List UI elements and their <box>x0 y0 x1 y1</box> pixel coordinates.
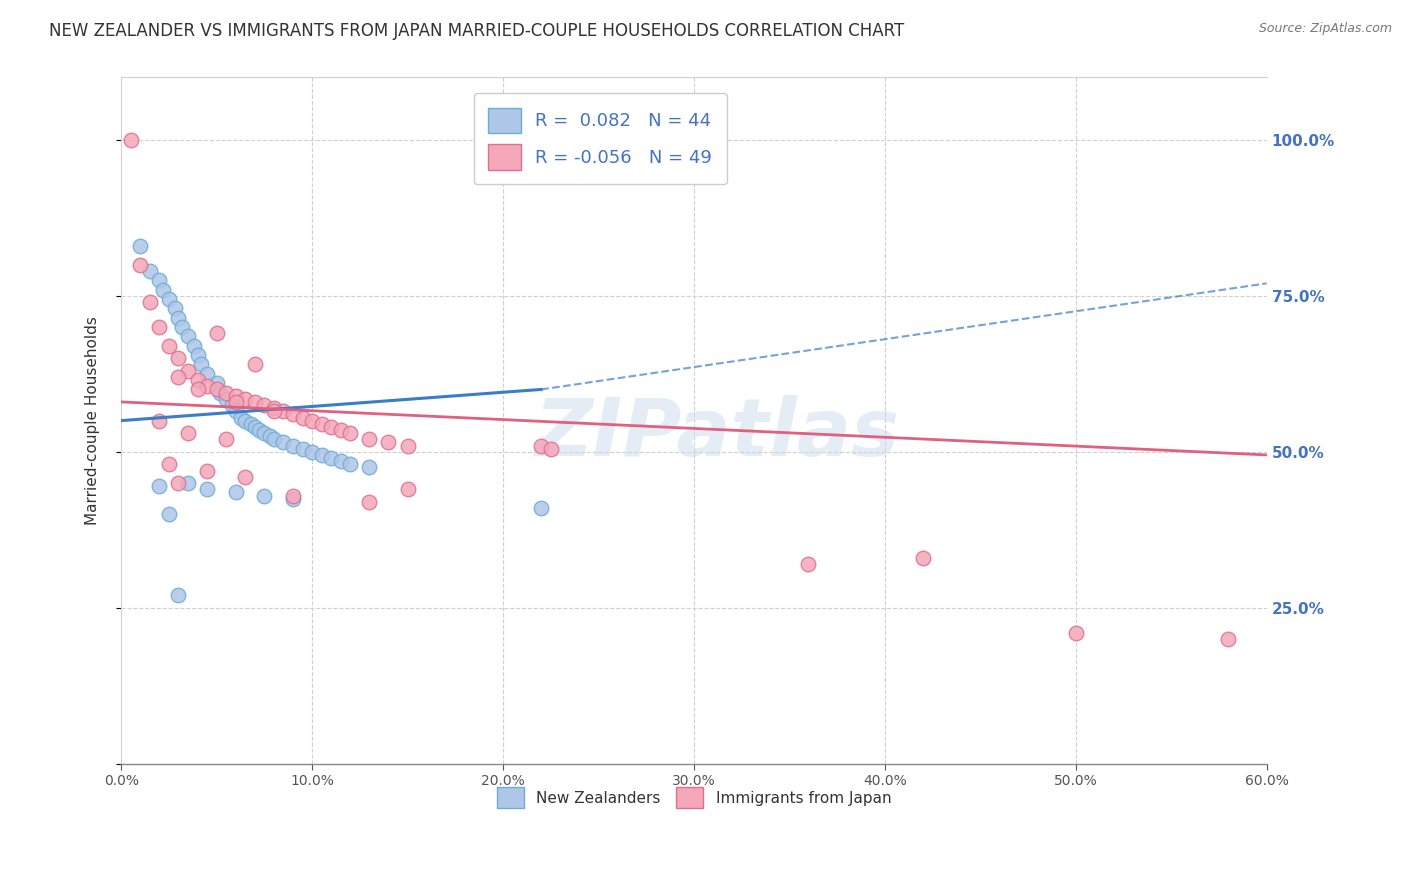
Point <box>273 404 295 418</box>
Point <box>321 451 343 466</box>
Point <box>259 429 281 443</box>
Legend: New Zealanders, Immigrants from Japan: New Zealanders, Immigrants from Japan <box>491 780 897 814</box>
Point <box>215 392 238 406</box>
Point <box>291 442 314 456</box>
Point <box>186 348 208 362</box>
Point <box>233 414 256 428</box>
Point <box>177 476 200 491</box>
Point <box>329 454 352 468</box>
Point <box>167 476 190 491</box>
Text: ZIPatlas: ZIPatlas <box>534 395 900 474</box>
Point <box>205 376 228 391</box>
Point <box>359 460 381 475</box>
Point <box>291 410 314 425</box>
Point <box>186 373 208 387</box>
Point <box>233 392 256 406</box>
Point <box>359 494 381 508</box>
Point <box>339 458 361 472</box>
Point <box>190 358 212 372</box>
Point <box>148 273 170 287</box>
Point <box>329 423 352 437</box>
Point <box>152 283 174 297</box>
Point <box>281 491 304 506</box>
Point <box>321 420 343 434</box>
Point <box>243 395 266 409</box>
Point <box>396 439 419 453</box>
Point <box>540 442 562 456</box>
Point <box>253 398 276 412</box>
Point <box>311 417 333 431</box>
Point <box>233 470 256 484</box>
Point <box>157 458 180 472</box>
Text: NEW ZEALANDER VS IMMIGRANTS FROM JAPAN MARRIED-COUPLE HOUSEHOLDS CORRELATION CHA: NEW ZEALANDER VS IMMIGRANTS FROM JAPAN M… <box>49 22 904 40</box>
Point <box>225 485 247 500</box>
Point <box>263 404 285 418</box>
Point <box>281 439 304 453</box>
Point <box>239 417 262 431</box>
Point <box>281 408 304 422</box>
Point <box>195 464 218 478</box>
Point <box>167 310 190 325</box>
Point <box>215 385 238 400</box>
Point <box>253 426 276 441</box>
Point <box>1064 625 1087 640</box>
Point <box>225 404 247 418</box>
Point <box>183 339 205 353</box>
Point <box>195 379 218 393</box>
Point <box>530 439 553 453</box>
Point <box>177 364 200 378</box>
Point <box>1218 632 1240 646</box>
Point <box>396 483 419 497</box>
Point <box>209 385 232 400</box>
Y-axis label: Married-couple Households: Married-couple Households <box>86 316 100 525</box>
Point <box>530 500 553 515</box>
Point <box>301 414 323 428</box>
Point <box>359 433 381 447</box>
Point <box>120 133 142 147</box>
Point <box>157 292 180 306</box>
Point <box>195 483 218 497</box>
Point <box>148 414 170 428</box>
Point <box>148 320 170 334</box>
Point <box>273 435 295 450</box>
Point <box>281 489 304 503</box>
Point <box>157 507 180 521</box>
Point <box>243 358 266 372</box>
Point <box>253 489 276 503</box>
Point <box>221 398 243 412</box>
Point <box>205 383 228 397</box>
Point <box>311 448 333 462</box>
Point <box>186 383 208 397</box>
Point <box>225 389 247 403</box>
Point <box>163 301 186 316</box>
Point <box>195 367 218 381</box>
Point <box>301 445 323 459</box>
Point <box>129 258 152 272</box>
Point <box>167 588 190 602</box>
Point <box>139 264 162 278</box>
Point <box>247 423 270 437</box>
Point <box>172 320 194 334</box>
Point <box>177 329 200 343</box>
Point <box>167 370 190 384</box>
Point <box>148 479 170 493</box>
Point <box>243 420 266 434</box>
Point <box>797 557 820 571</box>
Point <box>177 426 200 441</box>
Point <box>167 351 190 366</box>
Point <box>231 410 253 425</box>
Point <box>215 433 238 447</box>
Point <box>129 239 152 253</box>
Point <box>339 426 361 441</box>
Point <box>377 435 399 450</box>
Point <box>911 550 934 565</box>
Point <box>157 339 180 353</box>
Text: Source: ZipAtlas.com: Source: ZipAtlas.com <box>1258 22 1392 36</box>
Point <box>205 326 228 341</box>
Point <box>263 401 285 416</box>
Point <box>225 395 247 409</box>
Point <box>139 295 162 310</box>
Point <box>263 433 285 447</box>
